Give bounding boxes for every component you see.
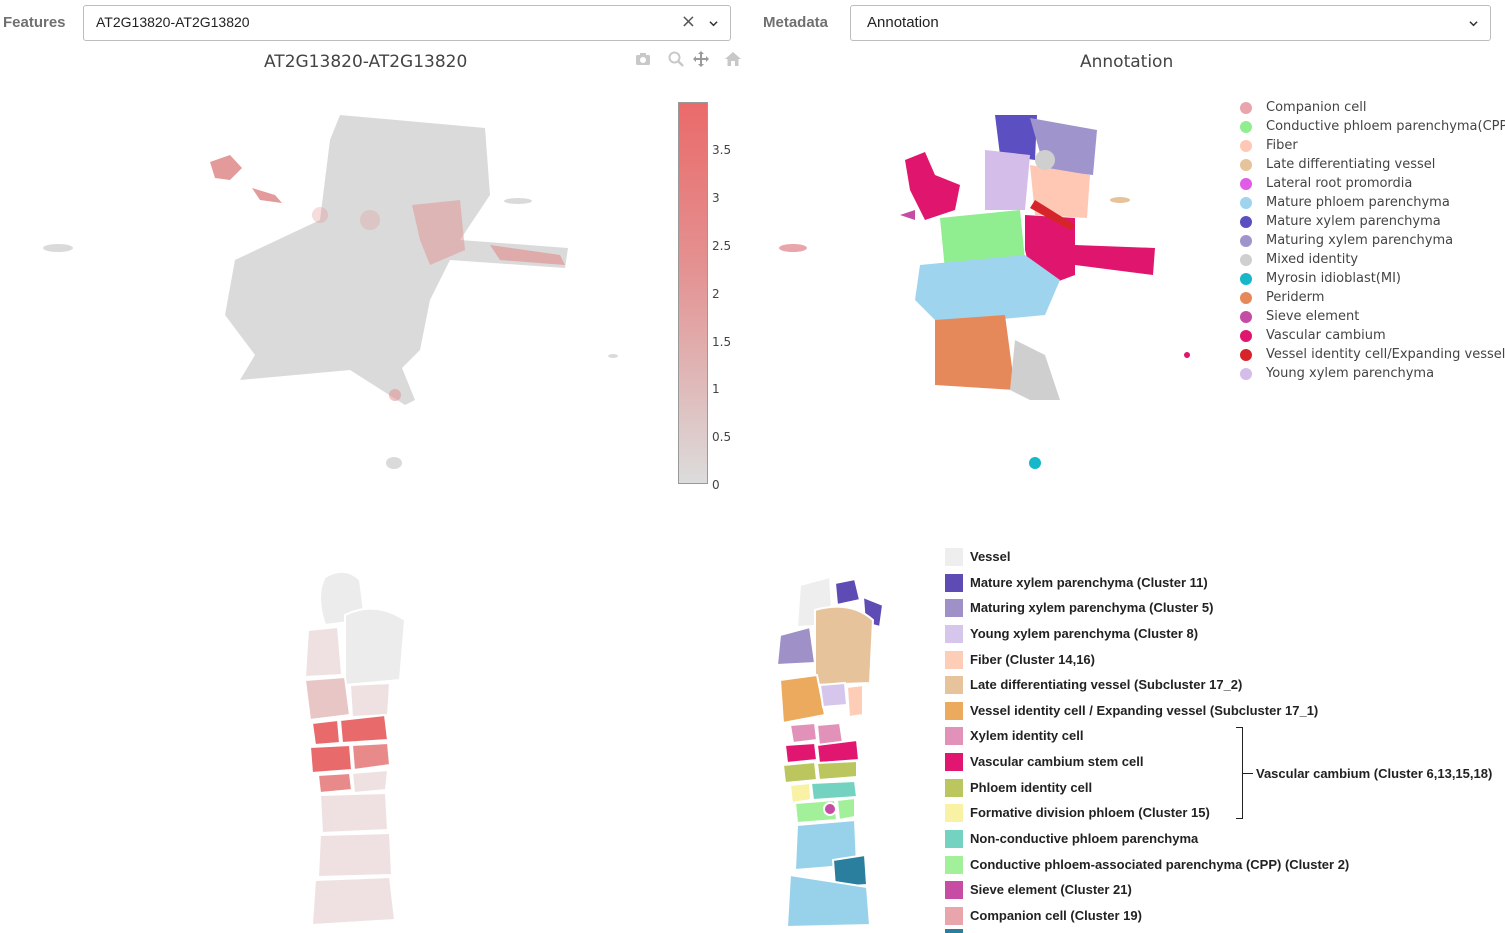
metadata-value: Annotation <box>867 14 939 31</box>
legend-label: Vessel <box>970 549 1011 564</box>
legend-label: Late differentiating vessel <box>1266 157 1436 172</box>
legend-dot <box>1240 121 1252 133</box>
legend-label: Vascular cambium stem cell <box>970 754 1144 769</box>
legend-swatch <box>945 753 963 771</box>
legend-label: Vessel identity cell/Expanding vessel <box>1266 347 1505 362</box>
legend-dot <box>1240 330 1252 342</box>
legend-dot <box>1240 197 1252 209</box>
legend-swatch <box>945 856 963 874</box>
legend-label: Fiber (Cluster 14,16) <box>970 652 1095 667</box>
legend-swatch <box>945 676 963 694</box>
legend-label: Xylem identity cell <box>970 728 1084 743</box>
legend-label: Vascular cambium <box>1266 328 1386 343</box>
legend-label: Mature phloem parenchyma <box>1266 195 1450 210</box>
legend-label: Mature xylem parenchyma <box>1266 214 1441 229</box>
features-label: Features <box>3 14 66 31</box>
legend-dot <box>1240 216 1252 228</box>
annotation-umap-plot[interactable] <box>775 100 1195 480</box>
legend-label: Young xylem parenchyma (Cluster 8) <box>970 626 1199 641</box>
legend-dot <box>1240 178 1252 190</box>
legend-swatch <box>945 881 963 899</box>
legend-label: Mature xylem parenchyma (Cluster 11) <box>970 575 1208 590</box>
legend-swatch <box>945 702 963 720</box>
legend-dot <box>1240 292 1252 304</box>
legend-dot <box>1240 273 1252 285</box>
colorbar-tick: 2.5 <box>712 239 732 253</box>
colorbar-tick: 0 <box>712 478 720 492</box>
legend-label: Late differentiating vessel (Subcluster … <box>970 677 1243 692</box>
chevron-down-icon[interactable] <box>1469 19 1478 28</box>
legend-label: Maturing xylem parenchyma <box>1266 233 1454 248</box>
legend-dot <box>1240 235 1252 247</box>
annotation-plot-title: Annotation <box>1080 52 1174 72</box>
camera-icon[interactable] <box>634 50 652 68</box>
colorbar-tick: 3.5 <box>712 143 732 157</box>
feature-umap-plot[interactable] <box>20 100 620 500</box>
expression-schematic <box>303 570 407 927</box>
legend-label: Companion cell (Cluster 19) <box>970 908 1142 923</box>
legend-label: Sieve element <box>1266 309 1360 324</box>
feature-plot-title: AT2G13820-AT2G13820 <box>264 52 468 72</box>
legend-label: Formative division phloem (Cluster 15) <box>970 805 1210 820</box>
legend-swatch <box>945 599 963 617</box>
legend-label: Sieve element (Cluster 21) <box>970 882 1132 897</box>
legend-dot <box>1240 159 1252 171</box>
legend-swatch <box>945 651 963 669</box>
legend-label: Mixed identity <box>1266 252 1359 267</box>
legend-dot <box>1240 102 1252 114</box>
legend-dot <box>1240 368 1252 380</box>
legend-label: Conductive phloem parenchyma(CPP) <box>1266 119 1505 134</box>
colorbar-tick: 2 <box>712 287 720 301</box>
metadata-select[interactable]: Annotation <box>850 5 1491 41</box>
features-select[interactable]: AT2G13820-AT2G13820 × <box>83 5 731 41</box>
legend-swatch <box>945 830 963 848</box>
chevron-down-icon[interactable] <box>709 19 718 28</box>
home-icon[interactable] <box>724 50 742 68</box>
legend-label: Non-conductive phloem parenchyma <box>970 831 1199 846</box>
colorbar-tick: 1.5 <box>712 335 732 349</box>
zoom-icon[interactable] <box>667 50 685 68</box>
legend-label: Fiber <box>1266 138 1298 153</box>
legend-label: Companion cell <box>1266 100 1367 115</box>
legend-swatch <box>945 804 963 822</box>
legend-dot <box>1240 349 1252 361</box>
legend-label: Lateral root promordia <box>1266 176 1413 191</box>
clear-icon[interactable]: × <box>680 11 696 32</box>
legend-swatch <box>945 574 963 592</box>
legend-label: Periderm <box>1266 290 1325 305</box>
celltype-schematic <box>775 575 885 929</box>
colorbar-tick: 1 <box>712 382 720 396</box>
cambium-bracket <box>1236 727 1243 819</box>
colorbar <box>678 102 708 484</box>
metadata-label: Metadata <box>763 14 829 31</box>
legend-label: Phloem identity cell <box>970 780 1093 795</box>
legend-label: Myrosin idioblast(MI) <box>1266 271 1402 286</box>
legend-swatch <box>945 779 963 797</box>
legend-swatch <box>945 929 963 933</box>
legend-swatch <box>945 548 963 566</box>
legend-swatch <box>945 907 963 925</box>
legend-label: Young xylem parenchyma <box>1266 366 1435 381</box>
legend-label: Conductive phloem-associated parenchyma … <box>970 857 1350 872</box>
legend-dot <box>1240 254 1252 266</box>
legend-label: Vessel identity cell / Expanding vessel … <box>970 703 1319 718</box>
colorbar-tick: 3 <box>712 191 720 205</box>
legend-swatch <box>945 727 963 745</box>
bracket-tick <box>1243 773 1253 774</box>
pan-icon[interactable] <box>692 50 710 68</box>
legend-swatch <box>945 625 963 643</box>
legend-label: Maturing xylem parenchyma (Cluster 5) <box>970 600 1214 615</box>
legend-dot <box>1240 140 1252 152</box>
cambium-bracket-label: Vascular cambium (Cluster 6,13,15,18) <box>1256 766 1493 781</box>
colorbar-tick: 0.5 <box>712 430 732 444</box>
legend-dot <box>1240 311 1252 323</box>
features-value: AT2G13820-AT2G13820 <box>96 14 250 30</box>
